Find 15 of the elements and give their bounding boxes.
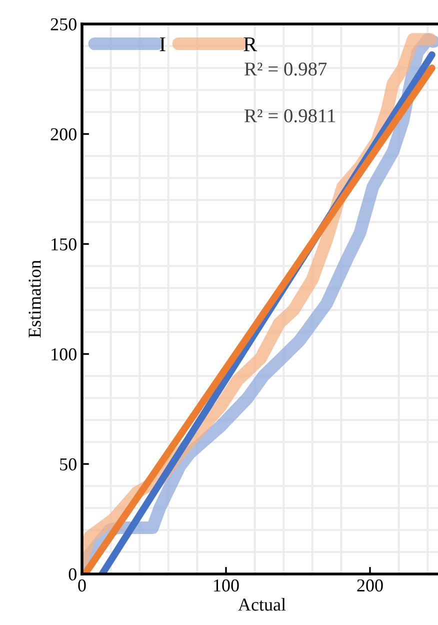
y-tick-label: 200 [50,128,76,140]
y-tick-label: 150 [52,238,76,250]
y-tick-label: 50 [60,458,76,470]
legend-label: R [244,37,257,52]
x-axis-title: Actual [238,598,286,611]
x-tick-label: 100 [214,579,239,592]
annotation: R² = 0.9811 [244,109,336,122]
x-tick-label: 0 [78,579,86,592]
y-tick-label: 0 [68,568,76,580]
x-tick-label: 200 [357,579,383,592]
y-axis-title: Estimation [28,260,41,338]
legend-label: I [160,37,166,52]
y-tick-label: 100 [52,348,76,360]
y-tick-label: 250 [50,18,76,30]
annotation: R² = 0.987 [244,62,327,76]
